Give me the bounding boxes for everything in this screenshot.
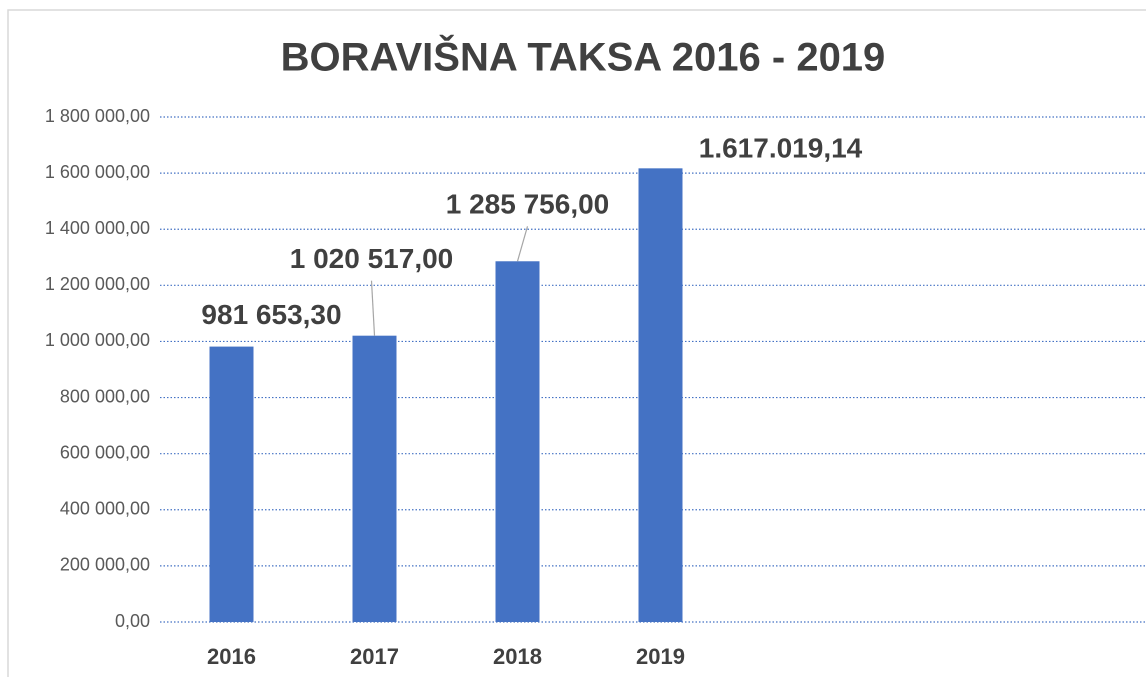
bar [638, 168, 683, 622]
x-tick-label: 2018 [493, 644, 542, 669]
y-tick-label: 1 200 000,00 [45, 274, 150, 294]
data-label: 1 020 517,00 [290, 243, 454, 274]
y-tick-label: 200 000,00 [60, 555, 150, 575]
y-tick-label: 1 600 000,00 [45, 162, 150, 182]
bar [495, 261, 540, 622]
y-tick-label: 1 000 000,00 [45, 330, 150, 350]
x-tick-label: 2016 [207, 644, 256, 669]
y-tick-label: 600 000,00 [60, 442, 150, 462]
data-label: 1 285 756,00 [446, 189, 610, 220]
bar [352, 335, 397, 622]
y-tick-label: 1 400 000,00 [45, 218, 150, 238]
x-tick-label: 2019 [636, 644, 685, 669]
y-tick-label: 800 000,00 [60, 386, 150, 406]
bar [209, 346, 254, 622]
leader-line [516, 226, 529, 262]
x-tick-label: 2017 [350, 644, 399, 669]
leader-line [370, 280, 376, 336]
chart-border [7, 9, 1146, 677]
data-label: 981 653,30 [201, 299, 341, 330]
y-tick-label: 400 000,00 [60, 499, 150, 519]
y-tick-label: 0,00 [115, 611, 150, 631]
chart-title: BORAVIŠNA TAKSA 2016 - 2019 [281, 34, 886, 80]
data-label: 1.617.019,14 [699, 133, 863, 164]
y-tick-label: 1 800 000,00 [45, 106, 150, 126]
